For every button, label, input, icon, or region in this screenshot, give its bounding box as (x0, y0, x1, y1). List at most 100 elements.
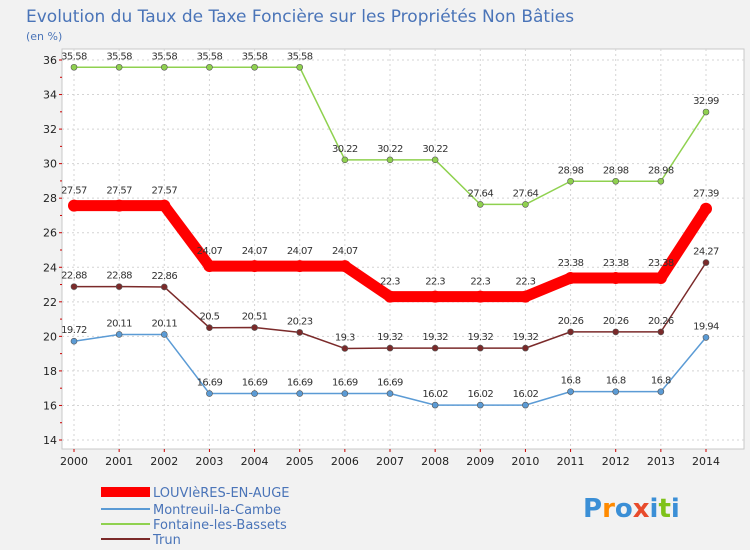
y-tick-label: 14 (43, 434, 57, 447)
y-tick-label: 30 (43, 158, 57, 171)
data-label: 35.58 (151, 51, 177, 62)
data-label: 22.3 (515, 277, 535, 288)
data-point (203, 260, 216, 273)
series-layer (68, 63, 712, 409)
data-label: 16.02 (467, 389, 493, 400)
data-label: 23.38 (558, 258, 584, 269)
data-label: 24.07 (242, 246, 268, 257)
data-label: 27.64 (467, 188, 493, 199)
data-label: 16.69 (287, 378, 313, 389)
data-label: 19.32 (513, 332, 539, 343)
chart-title: Evolution du Taux de Taxe Foncière sur l… (26, 7, 574, 27)
logo-letter: x (633, 494, 650, 524)
data-point (564, 271, 577, 284)
data-label: 28.98 (558, 165, 584, 176)
legend-label: Fontaine-les-Bassets (153, 518, 287, 533)
data-point (519, 290, 532, 303)
data-point (522, 401, 529, 409)
data-label: 16.69 (377, 378, 403, 389)
data-label: 35.58 (287, 51, 313, 62)
data-label: 27.39 (693, 189, 719, 200)
data-label: 20.11 (151, 318, 177, 329)
x-tick-label: 2013 (647, 455, 675, 468)
data-label: 16.8 (651, 376, 671, 387)
data-point (115, 331, 123, 338)
data-point (567, 388, 574, 395)
data-label: 20.51 (242, 312, 268, 323)
x-tick-label: 2003 (195, 455, 223, 468)
data-point (612, 388, 620, 395)
data-label: 16.69 (197, 378, 223, 389)
series-trun (70, 259, 710, 352)
data-label: 28.98 (603, 165, 629, 176)
data-label: 35.58 (242, 51, 268, 62)
data-point (251, 390, 258, 397)
data-label: 35.58 (197, 51, 223, 62)
data-label: 24.07 (332, 246, 358, 257)
axes: 14 16 18 20 22 24 26 28 30 32 34 36 2000 2001 2002 2003… (43, 54, 720, 468)
data-point (341, 390, 349, 397)
data-point (657, 177, 665, 185)
data-point (657, 388, 665, 395)
x-tick-label: 2009 (466, 455, 494, 468)
data-label: 22.3 (425, 277, 445, 288)
data-point (384, 290, 396, 303)
chart-subtitle: (en %) (26, 30, 62, 43)
data-label: 16.69 (242, 378, 268, 389)
data-point (70, 63, 78, 71)
series-fontaine-les-bassets (70, 63, 710, 208)
data-point (657, 328, 665, 336)
data-label: 28.98 (648, 165, 674, 176)
data-label: 32.99 (693, 96, 719, 107)
data-point (341, 345, 349, 352)
data-label: 30.22 (332, 144, 358, 155)
x-tick-label: 2007 (376, 455, 404, 468)
x-tick-label: 2000 (60, 455, 88, 468)
y-tick-label: 26 (43, 227, 57, 240)
legend-label: Montreuil-la-Cambe (153, 503, 281, 518)
data-point (476, 401, 484, 409)
data-label: 22.3 (380, 277, 400, 288)
data-point (431, 344, 439, 352)
data-point (612, 177, 620, 185)
y-tick-label: 28 (43, 192, 57, 205)
data-point (474, 290, 487, 303)
data-point (160, 331, 168, 338)
data-label: 24.07 (197, 246, 223, 257)
data-point (70, 283, 78, 290)
data-label: 16.8 (606, 376, 626, 387)
data-point (700, 202, 712, 215)
legend-item-louvi-res-en-auge: LOUVIèRES-EN-AUGE (101, 486, 289, 501)
data-point (296, 329, 304, 336)
data-point (476, 201, 484, 208)
data-point (206, 63, 213, 71)
data-label: 20.23 (287, 316, 313, 327)
data-label: 16.8 (561, 376, 581, 387)
data-point (431, 401, 439, 409)
data-point (341, 156, 349, 164)
plot-area (61, 48, 745, 450)
legend-label: LOUVIèRES-EN-AUGE (153, 486, 289, 501)
data-point (431, 156, 439, 164)
logo-letter: t (658, 494, 670, 524)
logo-letter: P (583, 494, 602, 524)
legend-item-trun: Trun (101, 533, 181, 548)
grid (62, 49, 744, 449)
data-point (160, 283, 168, 291)
series-louvi-res-en-auge (68, 199, 712, 303)
data-label: 19.32 (467, 332, 493, 343)
data-point (429, 290, 442, 303)
data-point (522, 201, 529, 208)
data-point (115, 283, 123, 290)
data-point (206, 390, 213, 397)
x-tick-label: 2008 (421, 455, 449, 468)
data-point (476, 344, 484, 352)
data-label: 16.02 (422, 389, 448, 400)
data-label: 16.69 (332, 378, 358, 389)
data-point (702, 259, 710, 266)
data-label: 22.3 (470, 277, 490, 288)
data-point (567, 328, 574, 336)
data-point (609, 271, 622, 284)
data-label: 27.57 (106, 186, 132, 197)
